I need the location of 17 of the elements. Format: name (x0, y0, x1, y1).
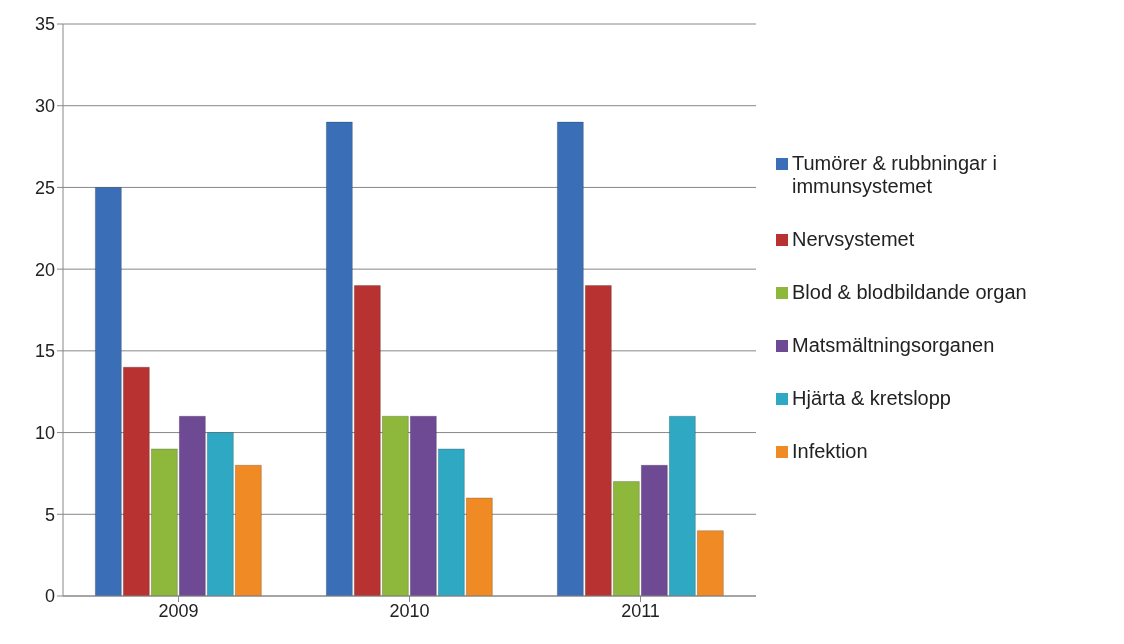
y-tick-label: 35 (34, 14, 55, 35)
legend-label: Hjärta & kretslopp (792, 386, 951, 410)
legend-label: Nervsystemet (792, 227, 915, 251)
y-tick-label: 25 (34, 177, 55, 198)
y-tick-label: 5 (44, 504, 55, 525)
legend-label: Infektion (792, 439, 868, 463)
legend-label: Matsmältningsorganen (792, 333, 995, 357)
x-tick-label: 2010 (389, 600, 430, 621)
y-tick-label: 10 (34, 422, 55, 443)
legend-label: Blod & blodbildande organ (792, 280, 1027, 304)
x-tick-label: 2011 (621, 600, 660, 621)
x-tick-label: 2009 (158, 600, 199, 621)
y-tick-label: 0 (44, 586, 55, 607)
y-tick-label: 30 (34, 96, 55, 117)
legend-label: Tumörer & rubbningar i immunsystemet (792, 151, 998, 198)
y-tick-label: 15 (34, 341, 55, 362)
y-tick-label: 20 (34, 259, 55, 280)
